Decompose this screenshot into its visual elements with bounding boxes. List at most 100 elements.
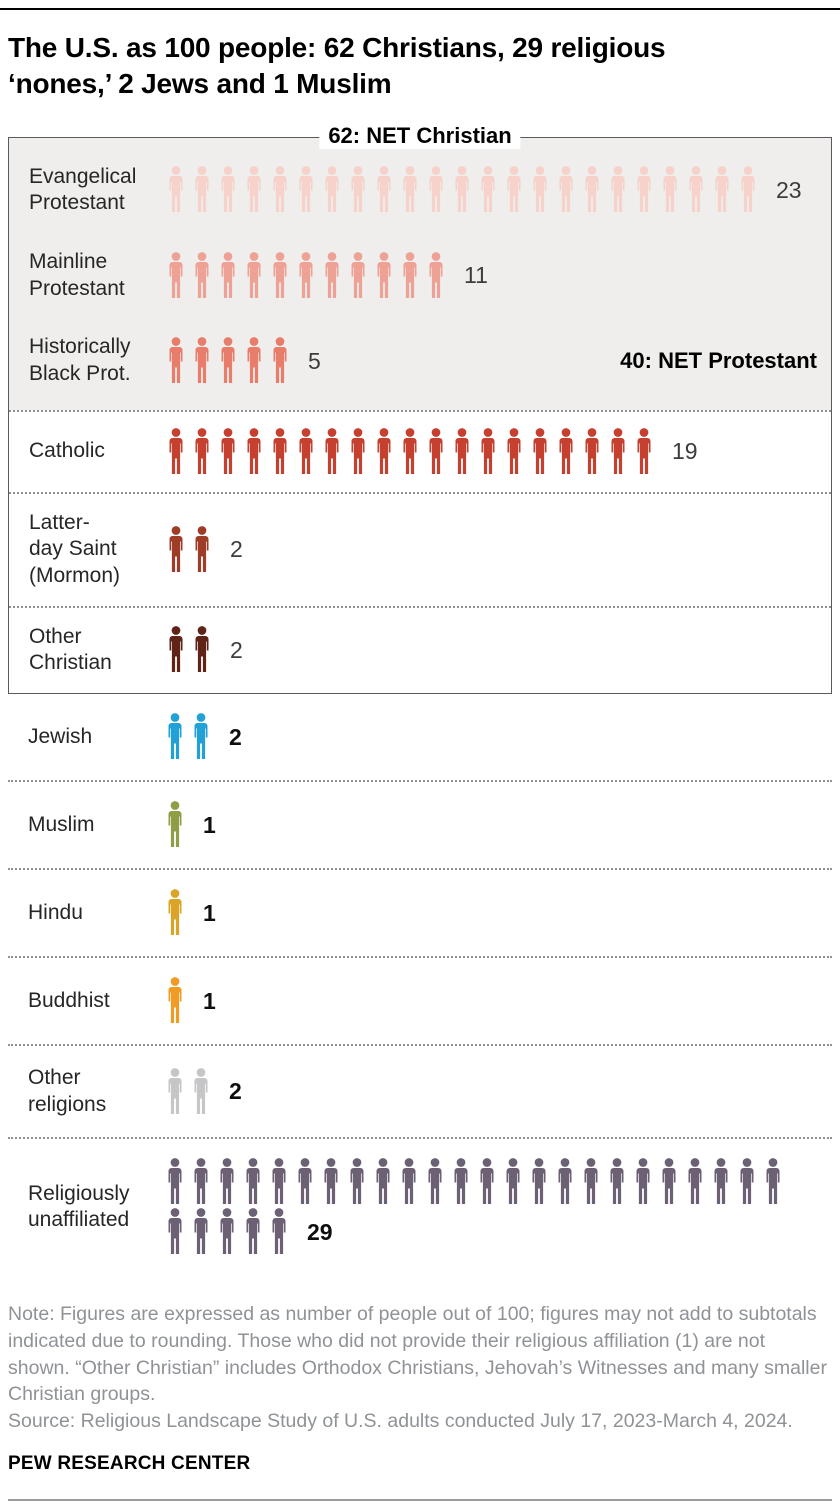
net-christian-label: 62: NET Christian xyxy=(319,122,521,150)
person-icon xyxy=(218,166,238,214)
row-value-latter-day-saint: 2 xyxy=(230,536,243,563)
row-value-hindu: 1 xyxy=(203,899,216,926)
person-icon xyxy=(478,428,498,476)
net-christian-box: 62: NET Christian Evangelical Protestant 2… xyxy=(8,122,832,694)
person-icon xyxy=(711,1158,731,1206)
person-icon xyxy=(165,713,185,761)
person-icon xyxy=(218,337,238,385)
dotted-separator xyxy=(9,491,831,494)
icon-row-muslim: 1 xyxy=(165,801,818,849)
source-text: Source: Religious Landscape Study of U.S… xyxy=(8,1410,793,1433)
person-icon xyxy=(166,428,186,476)
person-icon xyxy=(165,977,185,1025)
person-icon xyxy=(633,1158,653,1206)
icon-row-catholic: 19 xyxy=(166,428,817,476)
person-icon xyxy=(399,1158,419,1206)
person-icon xyxy=(634,428,654,476)
person-icon xyxy=(244,166,264,214)
person-icon xyxy=(582,166,602,214)
row-value-muslim: 1 xyxy=(203,811,216,838)
person-icon xyxy=(503,1158,523,1206)
dotted-separator xyxy=(8,868,832,870)
person-icon xyxy=(218,252,238,300)
page-content: The U.S. as 100 people: 62 Christians, 2… xyxy=(0,30,840,1475)
person-icon xyxy=(634,166,654,214)
icon-row-latter-day-saint: 2 xyxy=(166,526,817,574)
person-icon xyxy=(191,1068,211,1116)
person-icon xyxy=(374,252,394,300)
chart-row-catholic: Catholic 19 xyxy=(9,412,831,492)
person-icon xyxy=(191,1208,211,1256)
row-label-historically-black-protestant: Historically Black Prot. xyxy=(29,335,131,386)
row-label-catholic: Catholic xyxy=(29,439,105,463)
row-value-evangelical-protestant: 23 xyxy=(776,176,802,203)
person-icon xyxy=(582,428,602,476)
person-icon xyxy=(296,428,316,476)
person-icon xyxy=(452,166,472,214)
row-label-jewish: Jewish xyxy=(28,724,93,748)
chart-row-latter-day-saint: Latter-day Saint (Mormon) 2 xyxy=(9,494,831,606)
dotted-separator xyxy=(9,605,831,608)
person-icon xyxy=(192,626,212,674)
person-icon xyxy=(269,1158,289,1206)
person-icon xyxy=(191,713,211,761)
person-icon xyxy=(530,166,550,214)
row-value-mainline-protestant: 11 xyxy=(464,262,488,289)
chart-row-evangelical-protestant: Evangelical Protestant 23 xyxy=(29,164,817,217)
bottom-divider xyxy=(8,1498,832,1501)
person-icon xyxy=(451,1158,471,1206)
icon-row-religiously-unaffiliated: 29 xyxy=(165,1158,805,1256)
person-icon xyxy=(452,428,472,476)
person-icon xyxy=(217,1208,237,1256)
person-icon xyxy=(348,166,368,214)
row-label-mainline-protestant: Mainline Protestant xyxy=(29,250,125,300)
icon-row-buddhist: 1 xyxy=(165,977,818,1025)
row-label-latter-day-saint: Latter-day Saint (Mormon) xyxy=(29,510,121,588)
person-icon xyxy=(322,428,342,476)
person-icon xyxy=(322,166,342,214)
net-protestant-section: Evangelical Protestant 23 Mainline Protestan… xyxy=(9,137,831,410)
person-icon xyxy=(737,1158,757,1206)
icon-row-evangelical-protestant: 23 xyxy=(166,166,817,214)
page-title-line1: The U.S. as 100 people: 62 Christians, 2… xyxy=(8,32,666,63)
person-icon xyxy=(243,1208,263,1256)
person-icon xyxy=(374,428,394,476)
person-icon xyxy=(270,428,290,476)
person-icon xyxy=(400,166,420,214)
dotted-separator xyxy=(8,1137,832,1140)
chart-row-buddhist: Buddhist 1 xyxy=(8,958,832,1044)
chart-row-other-christian: Other Christian 2 xyxy=(9,608,831,693)
person-icon xyxy=(763,1158,783,1206)
person-icon xyxy=(659,1158,679,1206)
person-icon xyxy=(295,1158,315,1206)
dotted-separator xyxy=(9,409,831,412)
row-label-evangelical-protestant: Evangelical Protestant xyxy=(29,164,137,215)
person-icon xyxy=(555,1158,575,1206)
person-icon xyxy=(426,252,446,300)
person-icon xyxy=(348,252,368,300)
person-icon xyxy=(321,1158,341,1206)
person-icon xyxy=(165,1068,185,1116)
person-icon xyxy=(608,166,628,214)
person-icon xyxy=(217,1158,237,1206)
row-label-religiously-unaffiliated: Religiously unaffiliated xyxy=(28,1181,130,1232)
person-icon xyxy=(686,166,706,214)
row-value-other-christian: 2 xyxy=(230,636,243,663)
person-icon xyxy=(400,252,420,300)
person-icon xyxy=(685,1158,705,1206)
person-icon xyxy=(243,1158,263,1206)
net-protestant-label: 40: NET Protestant xyxy=(620,348,817,374)
person-icon xyxy=(166,626,186,674)
person-icon xyxy=(477,1158,497,1206)
row-value-religiously-unaffiliated: 29 xyxy=(307,1218,333,1245)
chart-row-mainline-protestant: Mainline Protestant 11 xyxy=(29,249,817,302)
person-icon xyxy=(581,1158,601,1206)
chart-row-religiously-unaffiliated: Religiously unaffiliated 29 xyxy=(8,1139,832,1275)
person-icon xyxy=(478,166,498,214)
person-icon xyxy=(322,252,342,300)
dotted-separator xyxy=(8,1044,832,1046)
dotted-separator xyxy=(8,956,832,958)
person-icon xyxy=(529,1158,549,1206)
person-icon xyxy=(192,252,212,300)
person-icon xyxy=(165,1208,185,1256)
